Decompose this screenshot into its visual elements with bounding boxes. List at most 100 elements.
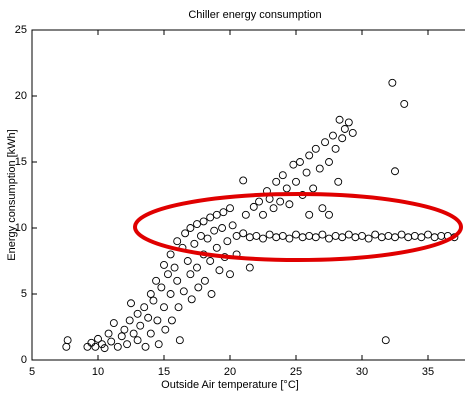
point bbox=[400, 99, 409, 108]
point bbox=[104, 329, 113, 338]
point bbox=[397, 230, 406, 239]
point bbox=[289, 160, 298, 169]
point bbox=[305, 210, 314, 219]
point bbox=[175, 336, 184, 345]
point bbox=[173, 276, 182, 285]
point bbox=[292, 230, 300, 239]
point bbox=[241, 210, 250, 219]
point bbox=[140, 303, 149, 312]
point bbox=[183, 257, 192, 265]
point bbox=[212, 210, 221, 219]
point bbox=[344, 230, 353, 239]
point bbox=[335, 115, 344, 124]
y-axis-label: Energy consumption [kWh] bbox=[6, 129, 18, 260]
point bbox=[133, 309, 142, 318]
point bbox=[255, 197, 263, 206]
y-tick-label: 25 bbox=[15, 24, 27, 36]
x-tick-label: 35 bbox=[422, 366, 434, 378]
point bbox=[94, 334, 102, 343]
y-tick-label: 20 bbox=[15, 90, 27, 102]
point bbox=[309, 184, 318, 193]
point bbox=[83, 342, 92, 351]
point bbox=[190, 239, 199, 248]
point bbox=[187, 295, 196, 304]
point bbox=[107, 337, 116, 346]
point bbox=[136, 321, 145, 330]
point bbox=[338, 233, 347, 242]
point bbox=[315, 164, 324, 173]
point bbox=[166, 290, 175, 298]
point bbox=[311, 144, 320, 153]
point bbox=[381, 336, 390, 345]
point bbox=[321, 138, 329, 147]
point bbox=[232, 231, 241, 240]
point bbox=[127, 299, 135, 308]
point bbox=[252, 231, 261, 240]
point bbox=[157, 283, 166, 292]
point bbox=[125, 316, 134, 325]
point bbox=[278, 231, 287, 240]
point bbox=[218, 224, 227, 232]
point bbox=[239, 229, 248, 238]
chart-title: Chiller energy consumption bbox=[188, 9, 321, 21]
point bbox=[226, 204, 234, 213]
point bbox=[311, 233, 320, 242]
point bbox=[161, 325, 170, 334]
point bbox=[63, 336, 72, 345]
point bbox=[100, 344, 109, 353]
point bbox=[193, 263, 201, 272]
point bbox=[98, 340, 106, 349]
y-tick-label: 15 bbox=[15, 156, 27, 168]
point bbox=[109, 319, 118, 327]
point bbox=[272, 177, 281, 186]
point bbox=[200, 276, 209, 285]
point bbox=[245, 263, 254, 272]
point bbox=[166, 250, 175, 259]
point bbox=[364, 234, 373, 243]
point bbox=[212, 243, 221, 252]
point bbox=[215, 266, 224, 275]
point bbox=[91, 342, 100, 351]
point bbox=[424, 230, 432, 239]
x-tick-label: 15 bbox=[158, 366, 170, 378]
point bbox=[194, 283, 203, 292]
highlight-ellipse bbox=[133, 192, 463, 262]
y-tick-label: 5 bbox=[21, 288, 27, 300]
point bbox=[259, 210, 267, 219]
point bbox=[154, 340, 163, 349]
x-tick-label: 10 bbox=[92, 366, 104, 378]
point bbox=[228, 221, 237, 230]
point bbox=[181, 229, 190, 238]
point bbox=[87, 338, 96, 347]
point bbox=[207, 290, 216, 298]
y-tick-label: 0 bbox=[21, 354, 27, 366]
point bbox=[226, 270, 234, 279]
x-tick-label: 5 bbox=[29, 366, 35, 378]
point bbox=[325, 234, 333, 243]
point bbox=[146, 329, 155, 338]
point bbox=[282, 184, 291, 193]
point bbox=[285, 200, 294, 209]
point bbox=[371, 230, 380, 239]
point bbox=[417, 233, 426, 242]
point bbox=[302, 168, 311, 177]
point bbox=[199, 217, 208, 226]
point bbox=[117, 332, 126, 341]
point bbox=[223, 237, 232, 246]
point bbox=[331, 144, 340, 153]
point bbox=[325, 210, 333, 219]
point bbox=[203, 234, 212, 243]
points bbox=[62, 78, 459, 353]
point bbox=[296, 158, 304, 166]
point bbox=[219, 208, 228, 217]
point bbox=[318, 204, 327, 213]
point bbox=[334, 177, 343, 186]
point bbox=[340, 125, 349, 133]
point bbox=[120, 325, 129, 334]
point bbox=[325, 158, 333, 166]
point bbox=[344, 118, 353, 127]
point bbox=[179, 287, 188, 296]
point bbox=[174, 303, 183, 312]
